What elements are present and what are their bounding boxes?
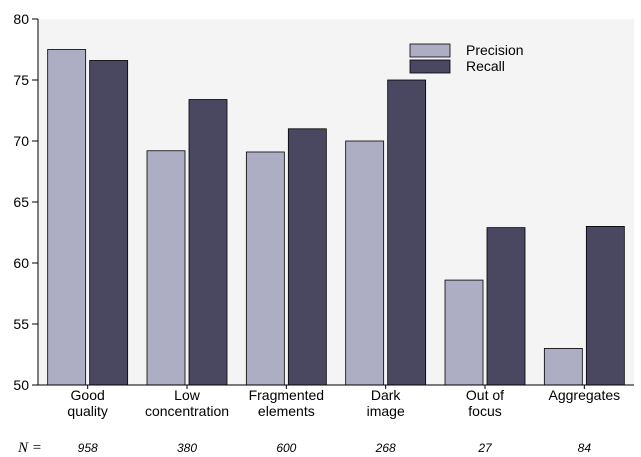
bar-precision-3 [345, 140, 385, 386]
bar-precision-4 [444, 279, 484, 386]
x-category-label: Low [174, 387, 201, 403]
n-value-label: 84 [578, 441, 592, 455]
x-category-label: Good [71, 387, 105, 403]
bar-recall-1 [188, 99, 228, 386]
n-value-label: 380 [177, 441, 197, 455]
x-category-label: quality [67, 403, 107, 419]
y-tick-label: 80 [13, 11, 29, 27]
x-category-label: Fragmented [249, 387, 324, 403]
x-category-label: focus [468, 403, 501, 419]
y-tick-label: 50 [13, 377, 29, 393]
n-value-label: 27 [477, 441, 493, 455]
x-category-label: Out of [466, 387, 504, 403]
x-category-label: Aggregates [549, 387, 621, 403]
bar-precision-2 [245, 151, 285, 386]
n-value-label: 268 [375, 441, 396, 455]
bar-precision-0 [47, 49, 87, 386]
bar-recall-0 [89, 60, 129, 386]
y-tick-label: 75 [13, 72, 29, 88]
plot-background [38, 19, 634, 385]
legend-swatch-recall [409, 59, 451, 74]
legend-swatch-precision [409, 43, 451, 58]
bar-precision-5 [543, 347, 583, 386]
bar-recall-3 [387, 79, 427, 386]
y-ticks-group: 50 55 60 65 70 75 80 [13, 11, 38, 393]
bars-group [47, 49, 625, 386]
y-tick-label: 65 [13, 194, 29, 210]
n-value-label: 600 [276, 441, 296, 455]
bar-precision-1 [146, 150, 186, 386]
bar-recall-2 [287, 128, 327, 386]
n-prefix-label: N = [17, 440, 42, 456]
x-category-label: Dark [371, 387, 402, 403]
legend-label-recall: Recall [466, 58, 505, 74]
legend-label-precision: Precision [466, 42, 524, 58]
x-category-label: elements [258, 403, 315, 419]
y-tick-label: 55 [13, 316, 29, 332]
bar-recall-5 [585, 225, 625, 386]
x-category-label: concentration [145, 403, 229, 419]
n-value-label: 958 [78, 441, 98, 455]
y-tick-label: 70 [13, 133, 29, 149]
y-tick-label: 60 [13, 255, 29, 271]
bar-recall-4 [486, 227, 526, 386]
x-category-label: image [367, 403, 405, 419]
n-row-group: N = 958 380 600 268 27 84 [17, 440, 591, 456]
